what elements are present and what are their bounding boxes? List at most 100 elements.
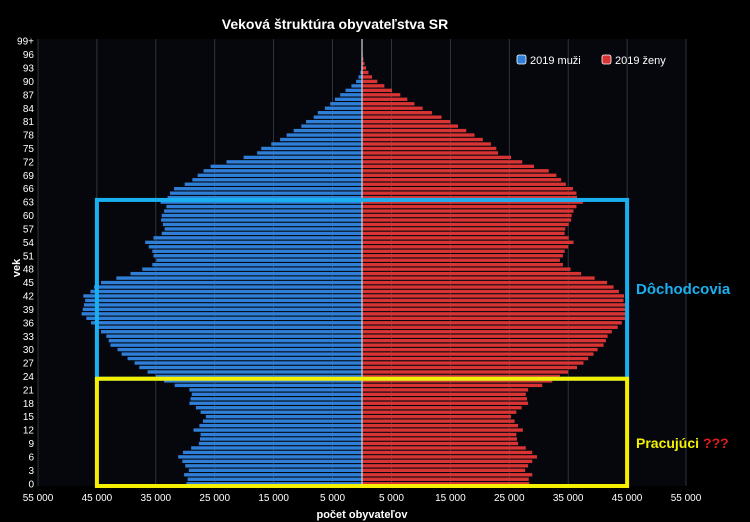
x-tick-label-2: 35 000 bbox=[141, 493, 172, 504]
bar-zeny-age-71 bbox=[362, 164, 535, 169]
y-tick-label-57: 57 bbox=[23, 224, 35, 235]
bar-muzi-age-87 bbox=[340, 93, 362, 97]
bar-zeny-age-40 bbox=[362, 303, 626, 307]
x-tick-label-3: 25 000 bbox=[199, 493, 230, 504]
bar-muzi-age-43 bbox=[90, 289, 363, 294]
bar-zeny-age-29 bbox=[362, 352, 594, 356]
bar-zeny-age-86 bbox=[362, 97, 408, 101]
bar-zeny-age-65 bbox=[362, 191, 577, 195]
bar-zeny-age-19 bbox=[362, 397, 527, 401]
bar-muzi-age-83 bbox=[317, 111, 362, 115]
bar-muzi-age-34 bbox=[101, 330, 363, 334]
x-tick-label-4: 15 000 bbox=[258, 493, 289, 504]
bar-muzi-age-26 bbox=[139, 365, 362, 370]
bar-zeny-age-81 bbox=[362, 119, 451, 124]
bar-muzi-age-29 bbox=[121, 352, 362, 356]
bar-zeny-age-17 bbox=[362, 406, 522, 410]
legend-swatch-zeny bbox=[601, 54, 612, 65]
bar-muzi-age-61 bbox=[164, 209, 362, 213]
bar-zeny-age-53 bbox=[362, 245, 569, 249]
bar-zeny-age-6 bbox=[362, 455, 537, 459]
bar-zeny-age-88 bbox=[362, 88, 393, 93]
bar-zeny-age-57 bbox=[362, 227, 566, 231]
legend-swatch-muzi bbox=[516, 54, 527, 65]
bar-zeny-age-51 bbox=[362, 254, 563, 258]
bar-muzi-age-71 bbox=[210, 164, 362, 169]
bar-muzi-age-3 bbox=[188, 468, 362, 472]
bar-muzi-age-81 bbox=[306, 119, 362, 124]
bar-zeny-age-63 bbox=[362, 200, 583, 204]
bar-muzi-age-22 bbox=[174, 383, 362, 388]
bar-zeny-age-42 bbox=[362, 294, 625, 298]
bar-zeny-age-41 bbox=[362, 298, 624, 303]
bar-muzi-age-68 bbox=[192, 178, 362, 182]
y-tick-label-21: 21 bbox=[23, 385, 35, 396]
annotation-boxes bbox=[94, 197, 630, 488]
bar-zeny-age-43 bbox=[362, 289, 619, 294]
bar-muzi-age-15 bbox=[205, 414, 362, 419]
bar-zeny-age-85 bbox=[362, 102, 415, 106]
bar-muzi-age-59 bbox=[161, 218, 362, 222]
bar-muzi-age-50 bbox=[156, 258, 362, 262]
bar-zeny-age-18 bbox=[362, 401, 529, 405]
bar-muzi-age-80 bbox=[301, 124, 362, 128]
bar-muzi-age-56 bbox=[161, 231, 362, 236]
bar-zeny-age-80 bbox=[362, 124, 459, 128]
bar-muzi-age-41 bbox=[85, 298, 363, 303]
bar-zeny-age-32 bbox=[362, 338, 606, 343]
bar-zeny-age-12 bbox=[362, 428, 523, 432]
bar-zeny-age-13 bbox=[362, 423, 519, 428]
y-tick-label-54: 54 bbox=[23, 238, 35, 249]
bar-muzi-age-52 bbox=[152, 249, 362, 253]
bar-muzi-age-54 bbox=[145, 240, 362, 245]
bar-zeny-age-15 bbox=[362, 414, 512, 419]
bar-muzi-age-44 bbox=[93, 285, 363, 289]
bar-zeny-age-73 bbox=[362, 155, 512, 160]
bar-zeny-age-14 bbox=[362, 419, 515, 423]
y-tick-label-51: 51 bbox=[23, 251, 35, 262]
bar-zeny-age-46 bbox=[362, 276, 595, 280]
bar-zeny-age-91 bbox=[362, 75, 373, 79]
annotation-box-1 bbox=[94, 376, 630, 488]
bar-zeny-age-44 bbox=[362, 285, 614, 289]
y-tick-label-78: 78 bbox=[23, 131, 35, 142]
bar-zeny-age-22 bbox=[362, 383, 543, 388]
y-tick-label-66: 66 bbox=[23, 184, 35, 195]
bar-zeny-age-54 bbox=[362, 240, 574, 245]
bar-muzi-age-79 bbox=[293, 128, 362, 133]
bar-zeny-age-74 bbox=[362, 151, 499, 155]
bar-muzi-age-64 bbox=[167, 195, 362, 200]
bar-muzi-age-60 bbox=[161, 213, 362, 218]
y-tick-label-63: 63 bbox=[23, 198, 35, 209]
bar-muzi-age-70 bbox=[203, 169, 362, 173]
bar-muzi-age-27 bbox=[134, 361, 362, 365]
y-tick-label-81: 81 bbox=[23, 117, 35, 128]
bars bbox=[81, 39, 628, 486]
bar-zeny-age-83 bbox=[362, 111, 433, 115]
y-tick-label-72: 72 bbox=[23, 157, 35, 168]
bar-zeny-age-76 bbox=[362, 142, 492, 146]
bar-muzi-age-39 bbox=[82, 307, 363, 312]
y-tick-label-27: 27 bbox=[23, 359, 35, 370]
bar-zeny-age-2 bbox=[362, 473, 533, 477]
bar-zeny-age-48 bbox=[362, 267, 571, 271]
bar-muzi-age-88 bbox=[345, 88, 362, 93]
x-tick-label-5: 5 000 bbox=[320, 493, 345, 504]
y-tick-label-90: 90 bbox=[23, 77, 35, 88]
bar-zeny-age-38 bbox=[362, 312, 628, 316]
bar-zeny-age-25 bbox=[362, 370, 569, 374]
bar-muzi-age-33 bbox=[106, 334, 362, 338]
y-tick-label-30: 30 bbox=[23, 345, 35, 356]
bar-muzi-age-24 bbox=[155, 374, 362, 379]
bar-muzi-age-11 bbox=[200, 432, 362, 437]
bar-muzi-age-58 bbox=[162, 222, 362, 227]
bar-zeny-age-21 bbox=[362, 388, 529, 392]
y-tick-label-75: 75 bbox=[23, 144, 35, 155]
bar-muzi-age-46 bbox=[116, 276, 362, 280]
bar-muzi-age-9 bbox=[198, 441, 362, 446]
bar-zeny-age-58 bbox=[362, 222, 569, 227]
bar-muzi-age-7 bbox=[182, 450, 362, 455]
bar-muzi-age-48 bbox=[142, 267, 362, 271]
bar-zeny-age-0 bbox=[362, 482, 530, 486]
bar-zeny-age-64 bbox=[362, 195, 578, 200]
